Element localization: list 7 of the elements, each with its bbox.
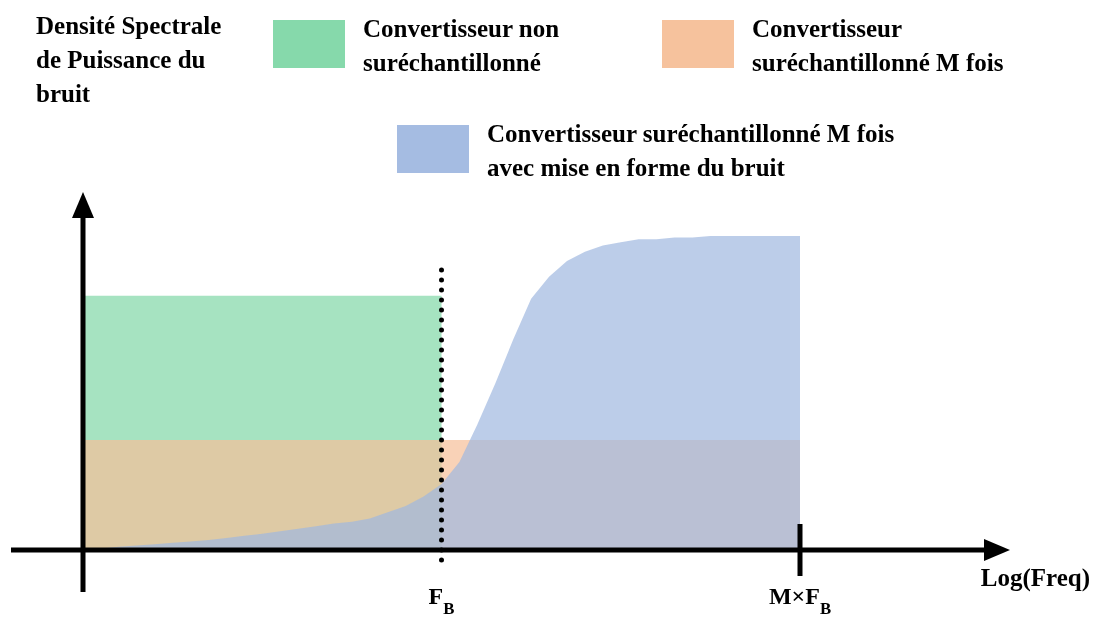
text: Densité Spectrale de Puissance du bruit (36, 12, 222, 107)
text: Log(Freq) (980, 564, 1090, 592)
legend-label: Convertisseur suréchantillonné M fois avec mise en forme du bruit (487, 120, 895, 181)
x-tick-label: M×F$_{B}$ (768, 583, 832, 618)
x-tick-label: F$_{B}$ (428, 583, 455, 618)
legend-label: Convertisseur suréchantillonné M fois (752, 15, 1004, 76)
legend-label: Convertisseur non suréchantillonné (363, 15, 560, 76)
